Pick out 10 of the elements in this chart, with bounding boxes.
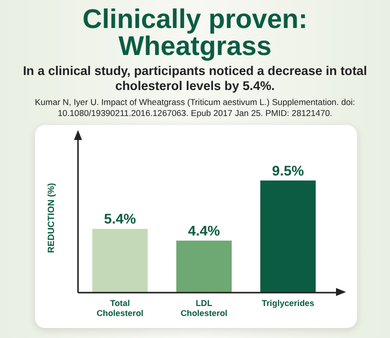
x-tick-label: LDL Cholesterol [180,298,228,318]
chart-subtitle: In a clinical study, participants noticed a decrease in total cholesterol levels by 5.4%. [22,64,368,94]
data-label: 5.4% [104,210,136,227]
data-label: 4.4% [188,222,220,239]
chart-title: Clinically proven: Wheatgrass [81,4,309,61]
x-tick-label: Total Cholesterol [96,298,144,318]
data-label: 9.5% [272,162,304,178]
text: Kumar N, Iyer U. Impact of Wheatgrass (Triticum aestivum L.) Supplementation. doi: 10.1080/19390211.2016.1267063. Epub 2017 Jan 25. PMID: 28121470. [34,97,356,118]
x-tick-label: Triglycerides [262,298,314,308]
y-axis-title: REDUCTION (%) [46,182,56,255]
